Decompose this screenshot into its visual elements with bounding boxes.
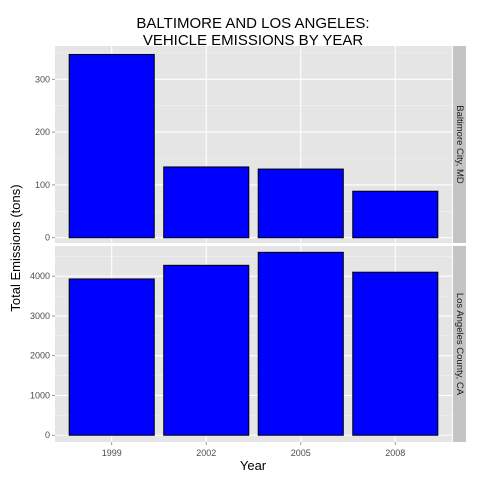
- facet-strip-label: Baltimore City, MD: [454, 105, 465, 184]
- y-tick-label: 300: [35, 74, 50, 84]
- bar-2008: [352, 271, 439, 436]
- facet-strip: [453, 246, 466, 442]
- bar-2008: [352, 190, 439, 239]
- y-tick-label: 0: [45, 233, 50, 243]
- x-axis-ticks: 1999 2002 2005 2008: [102, 442, 405, 458]
- x-tick-label-2005: 2005: [291, 448, 311, 458]
- y-tick-label: 3000: [30, 311, 50, 321]
- x-axis-title: Year: [240, 458, 267, 473]
- panel-1: 0 100 200 300 Baltimore City, MD: [35, 46, 466, 243]
- y-tick-label: 100: [35, 180, 50, 190]
- x-tick-label-2002: 2002: [196, 448, 216, 458]
- y-tick-label: 200: [35, 127, 50, 137]
- facet-strip: [453, 46, 466, 243]
- x-tick-label-2008: 2008: [385, 448, 405, 458]
- chart-title-line-1: BALTIMORE AND LOS ANGELES:: [136, 15, 369, 32]
- bar-2002: [163, 166, 250, 239]
- bar-1999: [68, 53, 155, 239]
- panel-2: 0 1000 2000 3000 4000 Los Angeles County, CA: [30, 246, 466, 442]
- chart-panels: 0 100 200 300 Baltimore City, MD 0 1000 2000 300…: [30, 46, 466, 442]
- y-tick-label: 4000: [30, 271, 50, 281]
- bar-2005: [257, 251, 344, 436]
- y-tick-label: 0: [45, 430, 50, 440]
- y-axis-title: Total Emissions (tons): [8, 184, 23, 311]
- y-tick-label: 2000: [30, 351, 50, 361]
- facet-strip-label: Los Angeles County, CA: [454, 293, 465, 396]
- bar-2005: [257, 168, 344, 239]
- x-tick-label-1999: 1999: [102, 448, 122, 458]
- chart-title-line-2: VEHICLE EMISSIONS BY YEAR: [143, 32, 364, 49]
- bar-2002: [163, 264, 250, 436]
- bar-1999: [68, 278, 155, 436]
- y-tick-label: 1000: [30, 390, 50, 400]
